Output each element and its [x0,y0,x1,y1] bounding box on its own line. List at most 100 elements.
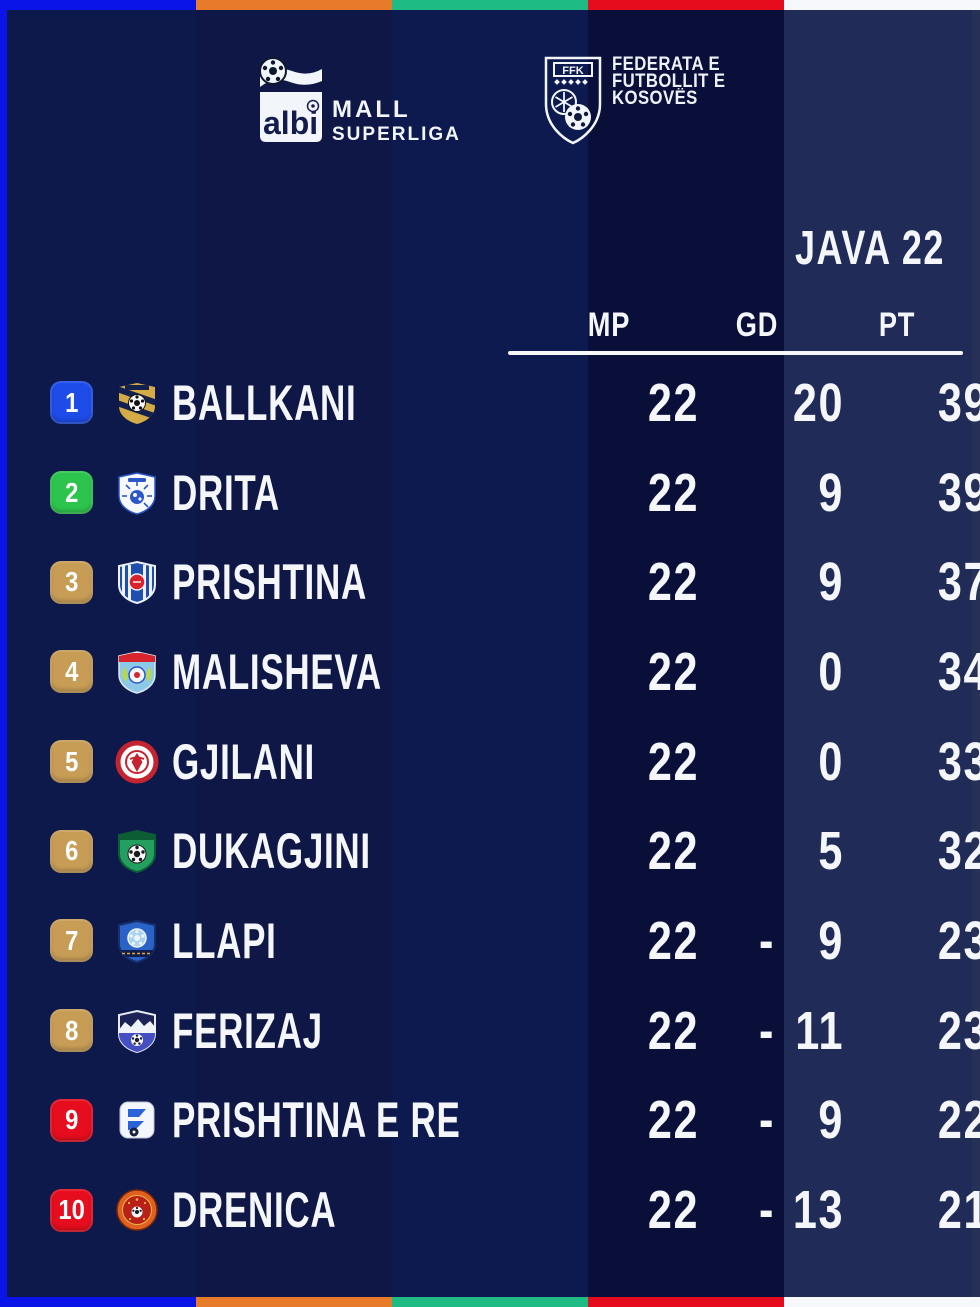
table-row: 8 FERIZAJ 22 -1 [0,986,980,1076]
table-row: 9 PRISHTINA E RE 22 -9 22 [0,1076,980,1166]
table-row: 4 MALISHEVA 22 0 34 [0,627,980,717]
team-name: DRITA [172,464,280,521]
gd-value: -11 [759,1000,845,1061]
federation-name-line2: FUTBOLLIT E [612,71,726,92]
rank-number: 2 [64,476,79,508]
team-name: BALLKANI [172,374,357,431]
mp-value: 22 [647,731,700,792]
bottom-strip-blue [0,1297,196,1307]
svg-text:albi: albi [263,105,318,141]
mp-value: 22 [647,372,700,433]
federation-name-line3: KOSOVËS [612,88,698,109]
background-band [0,0,196,1307]
league-title: MALL SUPERLIGA [332,96,461,145]
team-name: DUKAGJINI [172,823,371,880]
gd-value: -9 [759,910,845,971]
rank-number: 9 [64,1104,79,1136]
pt-value: 39 [937,462,980,523]
rank-badge: 3 [50,560,93,604]
rank-badge: 6 [50,829,93,873]
albi-logo-icon: albi [259,57,322,142]
club-logo-llapi-icon [114,918,160,964]
league-title-line2: SUPERLIGA [332,124,461,145]
pt-value: 33 [937,731,980,792]
right-edge-strip [972,10,980,1297]
team-name: LLAPI [172,912,277,969]
top-strip-blue [0,0,196,10]
club-logo-malisheva-icon [114,649,160,695]
ffk-logo: FFK [542,54,604,153]
column-header-mp: MP [587,306,631,344]
table-row: 1 BALLKANI 22 20 39 [0,358,980,448]
albi-mall-superliga-logo: albi [256,56,326,151]
rank-badge: 9 [50,1098,93,1142]
pt-value: 23 [937,1000,980,1061]
table-row: 3 PRISHTINA 22 9 37 [0,537,980,627]
table-row: 6 DUKAGJINI 22 5 32 [0,806,980,896]
top-strip-white [784,0,980,10]
rank-number: 1 [64,386,79,418]
mp-value: 22 [647,1090,700,1151]
bottom-strip-orange [196,1297,392,1307]
rank-number: 7 [64,924,79,956]
gd-value: 0 [818,731,845,792]
rank-badge: 8 [50,1009,93,1053]
table-row: 10 DRENICA 22 -13 21 [0,1165,980,1255]
mp-value: 22 [647,821,700,882]
league-title-line1: MALL [332,96,411,123]
club-logo-prishtina-e-re-icon [114,1097,160,1143]
pt-value: 37 [937,552,980,613]
background-band [392,0,588,1307]
gd-value: 5 [818,821,845,882]
federation-name: FEDERATA E FUTBOLLIT E KOSOVËS [612,54,741,109]
team-name: PRISHTINA [172,554,367,611]
background-band [784,0,980,1307]
mp-value: 22 [647,641,700,702]
rank-number: 4 [64,655,79,687]
rank-number: 3 [64,566,79,598]
bottom-strip-green [392,1297,588,1307]
bottom-strip-white [784,1297,980,1307]
team-name: MALISHEVA [172,643,382,700]
rank-number: 6 [64,835,79,867]
column-header-gd: GD [735,306,779,344]
gd-value: 20 [792,372,845,433]
club-logo-drita-icon [114,470,160,516]
mp-value: 22 [647,1180,700,1241]
mp-value: 22 [647,552,700,613]
table-row: 2 DRITA 22 9 39 [0,448,980,538]
rank-badge: 5 [50,740,93,784]
background-band [196,0,392,1307]
top-strip-red [588,0,784,10]
club-logo-dukagjini-icon [114,828,160,874]
rank-badge: 1 [50,381,93,425]
top-strip-green [392,0,588,10]
club-logo-gjilani-icon [114,739,160,785]
column-header-pt: PT [878,306,916,344]
table-row: 7 LLAPI 22 -9 23 [0,896,980,986]
federation-name-line1: FEDERATA E [612,54,721,75]
gd-value: 9 [818,462,845,523]
left-edge-strip [0,0,7,1307]
pt-value: 34 [937,641,980,702]
rank-badge: 7 [50,919,93,963]
svg-text:FFK: FFK [562,65,583,77]
rank-number: 10 [58,1194,85,1226]
gd-value: 0 [818,641,845,702]
rank-badge: 2 [50,471,93,515]
rank-badge: 4 [50,650,93,694]
rank-number: 8 [64,1014,79,1046]
top-strip-orange [196,0,392,10]
club-logo-drenica-icon [114,1187,160,1233]
header-underline [508,351,963,355]
club-logo-ballkani-icon [114,380,160,426]
team-name: FERIZAJ [172,1002,323,1059]
pt-value: 23 [937,910,980,971]
round-label: JAVA 22 [795,222,945,275]
mp-value: 22 [647,1000,700,1061]
pt-value: 32 [937,821,980,882]
team-name: GJILANI [172,733,315,790]
gd-value: -9 [759,1090,845,1151]
standings-rows: 1 BALLKANI 22 20 39 [0,358,980,1255]
